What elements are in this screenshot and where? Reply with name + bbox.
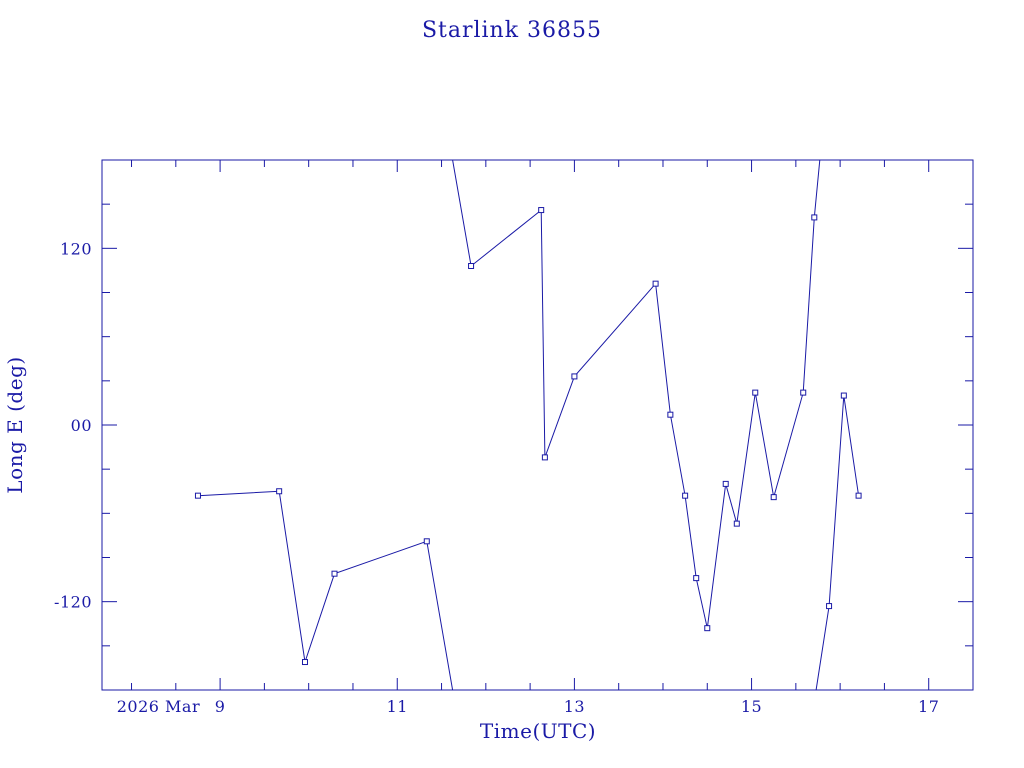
chart-title: Starlink 36855 (422, 18, 602, 43)
series-line (452, 160, 821, 629)
x-tick-label: 17 (918, 697, 939, 716)
series-line (815, 395, 860, 690)
data-point (331, 570, 338, 577)
data-point (682, 492, 689, 499)
data-point (733, 520, 740, 527)
data-point (571, 373, 578, 380)
x-tick-label: 13 (564, 697, 585, 716)
x-axis-label: Time(UTC) (480, 719, 596, 743)
data-point (301, 659, 308, 666)
data-point (538, 207, 545, 214)
data-point (800, 389, 807, 396)
data-point (667, 411, 674, 418)
data-point (693, 575, 700, 582)
data-point (770, 494, 777, 501)
x-date-prefix: 2026 Mar (117, 697, 200, 716)
data-point (704, 625, 711, 632)
x-tick-label: 11 (387, 697, 408, 716)
data-point (811, 214, 818, 221)
data-point (826, 603, 833, 610)
data-point (855, 492, 862, 499)
data-point (194, 492, 201, 499)
tick-marks (102, 160, 974, 690)
plot-frame (101, 159, 974, 691)
data-point (722, 480, 729, 487)
data-markers (194, 207, 862, 666)
series-line (197, 490, 454, 690)
data-point (840, 392, 847, 399)
y-tick-label: 00 (71, 416, 92, 435)
data-point (541, 454, 548, 461)
y-tick-label: -120 (54, 593, 92, 612)
data-point (276, 488, 283, 495)
x-tick-label: 9 (215, 697, 226, 716)
tick-labels: 9 11 13 15 17 2026 Mar 120 00 -120 (54, 239, 939, 716)
data-point (468, 263, 475, 269)
x-tick-label: 15 (741, 697, 762, 716)
series-track (197, 160, 860, 690)
y-tick-label: 120 (60, 239, 92, 258)
data-point (423, 538, 430, 545)
data-point (752, 389, 759, 396)
y-axis-label: Long E (deg) (3, 356, 27, 493)
data-point (652, 280, 659, 287)
